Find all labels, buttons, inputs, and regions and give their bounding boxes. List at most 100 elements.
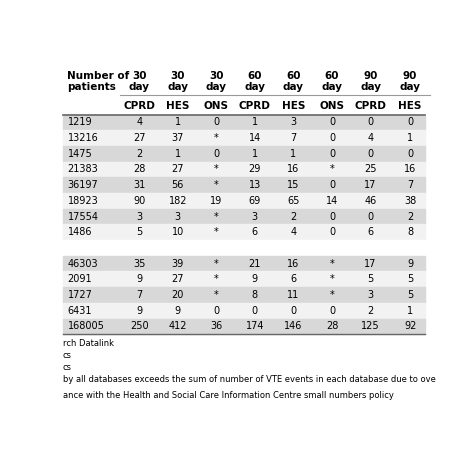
Text: 1475: 1475 — [67, 149, 92, 159]
Bar — [63, 224, 425, 240]
Text: 25: 25 — [365, 164, 377, 174]
Text: *: * — [214, 133, 219, 143]
Text: 1: 1 — [174, 149, 181, 159]
Text: 1219: 1219 — [67, 118, 92, 128]
Text: *: * — [214, 211, 219, 221]
Text: rch Datalink: rch Datalink — [63, 338, 114, 347]
Text: *: * — [214, 274, 219, 284]
Text: 0: 0 — [213, 306, 219, 316]
Text: 28: 28 — [133, 164, 146, 174]
Text: 7: 7 — [407, 180, 413, 190]
Text: 2091: 2091 — [67, 274, 92, 284]
Text: by all databases exceeds the sum of number of VTE events in each database due to: by all databases exceeds the sum of numb… — [63, 375, 436, 384]
Text: 19: 19 — [210, 196, 222, 206]
Text: 0: 0 — [367, 118, 374, 128]
Text: 1: 1 — [252, 149, 258, 159]
Text: HES: HES — [398, 101, 422, 111]
Text: cs: cs — [63, 351, 72, 360]
Text: 27: 27 — [133, 133, 146, 143]
Text: 125: 125 — [361, 321, 380, 331]
Text: 182: 182 — [168, 196, 187, 206]
Text: 5: 5 — [407, 290, 413, 300]
Text: 90
day: 90 day — [360, 71, 381, 92]
Text: 1727: 1727 — [67, 290, 92, 300]
Text: 65: 65 — [287, 196, 300, 206]
Text: 31: 31 — [133, 180, 145, 190]
Bar — [63, 287, 425, 303]
Text: 0: 0 — [329, 306, 335, 316]
Text: 18923: 18923 — [67, 196, 98, 206]
Text: 92: 92 — [404, 321, 416, 331]
Text: ONS: ONS — [204, 101, 229, 111]
Text: 0: 0 — [407, 118, 413, 128]
Text: 168005: 168005 — [67, 321, 104, 331]
Text: 8: 8 — [407, 227, 413, 237]
Text: 0: 0 — [329, 227, 335, 237]
Text: 7: 7 — [136, 290, 142, 300]
Text: Number of
patients: Number of patients — [67, 71, 130, 92]
Bar — [63, 130, 425, 146]
Text: *: * — [329, 259, 334, 269]
Text: 5: 5 — [407, 274, 413, 284]
Text: 56: 56 — [172, 180, 184, 190]
Text: 9: 9 — [174, 306, 181, 316]
Text: 10: 10 — [172, 227, 184, 237]
Text: 2: 2 — [290, 211, 297, 221]
Text: 4: 4 — [367, 133, 374, 143]
Text: 3: 3 — [367, 290, 374, 300]
Text: 15: 15 — [287, 180, 300, 190]
Text: 0: 0 — [329, 211, 335, 221]
Bar — [63, 209, 425, 224]
Bar — [63, 146, 425, 162]
Text: 90: 90 — [133, 196, 145, 206]
Text: 1486: 1486 — [67, 227, 92, 237]
Bar — [63, 272, 425, 287]
Text: 6: 6 — [291, 274, 297, 284]
Text: 1: 1 — [252, 118, 258, 128]
Text: 250: 250 — [130, 321, 148, 331]
Text: 13: 13 — [249, 180, 261, 190]
Text: cs: cs — [63, 363, 72, 372]
Text: *: * — [329, 290, 334, 300]
Text: 30
day: 30 day — [206, 71, 227, 92]
Text: 0: 0 — [291, 306, 297, 316]
Text: 2: 2 — [407, 211, 413, 221]
Text: 6: 6 — [252, 227, 258, 237]
Text: 14: 14 — [249, 133, 261, 143]
Bar — [63, 193, 425, 209]
Text: 14: 14 — [326, 196, 338, 206]
Text: 29: 29 — [249, 164, 261, 174]
Text: 1: 1 — [407, 133, 413, 143]
Text: *: * — [214, 227, 219, 237]
Text: 38: 38 — [404, 196, 416, 206]
Text: 6431: 6431 — [67, 306, 92, 316]
Text: *: * — [214, 164, 219, 174]
Text: 2: 2 — [136, 149, 142, 159]
Text: CPRD: CPRD — [355, 101, 386, 111]
Text: 16: 16 — [404, 164, 416, 174]
Text: 17: 17 — [365, 259, 377, 269]
Text: 16: 16 — [287, 259, 300, 269]
Text: 146: 146 — [284, 321, 302, 331]
Bar — [63, 115, 425, 130]
Text: 60
day: 60 day — [283, 71, 304, 92]
Text: 30
day: 30 day — [167, 71, 188, 92]
Text: 60
day: 60 day — [245, 71, 265, 92]
Text: 412: 412 — [168, 321, 187, 331]
Text: *: * — [329, 274, 334, 284]
Text: 37: 37 — [172, 133, 184, 143]
Text: CPRD: CPRD — [123, 101, 155, 111]
Text: 9: 9 — [252, 274, 258, 284]
Text: 0: 0 — [329, 133, 335, 143]
Text: 36197: 36197 — [67, 180, 98, 190]
Text: 3: 3 — [136, 211, 142, 221]
Text: 20: 20 — [172, 290, 184, 300]
Text: 21: 21 — [249, 259, 261, 269]
Text: 0: 0 — [329, 118, 335, 128]
Text: 0: 0 — [367, 211, 374, 221]
Text: 46303: 46303 — [67, 259, 98, 269]
Text: 27: 27 — [172, 164, 184, 174]
Text: 35: 35 — [133, 259, 146, 269]
Text: 3: 3 — [174, 211, 181, 221]
Text: CPRD: CPRD — [239, 101, 271, 111]
